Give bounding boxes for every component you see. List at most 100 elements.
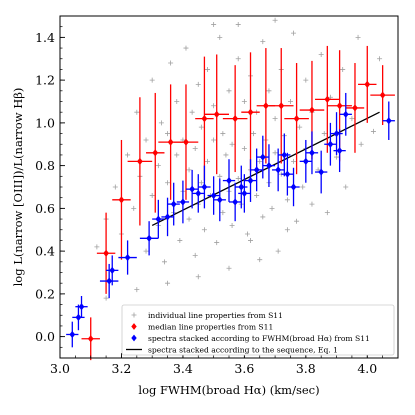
data-point-plus xyxy=(266,88,272,94)
data-point-plus xyxy=(321,131,327,137)
median-data-point xyxy=(268,48,294,164)
data-point-plus xyxy=(244,231,250,237)
stacked-data-point xyxy=(167,182,180,226)
data-point-plus xyxy=(226,265,232,271)
y-tick-label: 0.2 xyxy=(35,286,55,301)
data-point-plus xyxy=(272,116,278,122)
diamond-marker xyxy=(278,102,285,110)
data-point-plus xyxy=(358,141,364,147)
diamond-marker xyxy=(180,198,186,206)
stacked-data-point xyxy=(235,165,248,209)
data-point-plus xyxy=(186,167,192,173)
median-data-point xyxy=(370,65,395,126)
diamond-marker xyxy=(336,102,343,110)
data-point-plus xyxy=(174,99,180,104)
data-point-plus xyxy=(177,237,183,243)
diamond-marker xyxy=(201,183,208,191)
data-point-plus xyxy=(334,154,340,160)
diamond-marker xyxy=(247,108,254,116)
data-point-plus xyxy=(272,150,278,156)
y-tick-label: 1.4 xyxy=(35,30,55,45)
median-data-point xyxy=(358,45,377,123)
diamond-marker xyxy=(69,330,76,339)
median-data-point xyxy=(222,65,248,173)
data-point-plus xyxy=(195,274,201,280)
diamond-marker xyxy=(232,115,239,123)
diamond-marker xyxy=(195,189,202,198)
plus-marker-icon xyxy=(131,312,137,318)
data-point-plus xyxy=(229,141,235,147)
data-point-plus xyxy=(269,205,275,211)
diamond-marker xyxy=(103,249,109,257)
legend-diamond-marker xyxy=(131,334,137,342)
legend-item-median: median line properties from S11 xyxy=(131,323,273,332)
blue-diamond-marker-icon xyxy=(131,334,137,342)
data-point-plus xyxy=(254,193,260,199)
data-point-plus xyxy=(134,109,140,115)
data-point-plus xyxy=(220,210,226,216)
diamond-marker xyxy=(364,80,371,88)
stacked-data-point xyxy=(278,133,291,177)
data-point-plus xyxy=(251,131,257,137)
stacked-data-point xyxy=(139,221,159,256)
data-point-plus xyxy=(112,184,118,190)
diamond-marker xyxy=(309,149,315,157)
data-point-plus xyxy=(143,137,149,143)
stacked-data-point xyxy=(256,135,269,179)
y-tick-label: 0.6 xyxy=(35,201,55,216)
x-tick-label: 4.0 xyxy=(357,361,377,376)
data-point-plus xyxy=(149,193,155,199)
stacked-data-point xyxy=(192,174,205,213)
legend-diamond-marker xyxy=(131,323,137,330)
x-axis-label: log FWHM(broad Hα) (km/sec) xyxy=(138,383,319,397)
data-point-plus xyxy=(272,17,278,23)
data-point-plus xyxy=(211,137,217,143)
diamond-marker xyxy=(201,115,208,123)
stacked-data-point xyxy=(305,131,319,175)
individual-points-layer xyxy=(94,17,383,301)
diamond-marker xyxy=(155,215,162,223)
diamond-marker xyxy=(137,157,143,165)
diamond-marker xyxy=(75,313,82,321)
median-data-point xyxy=(112,139,131,260)
stacked-data-point xyxy=(339,92,352,136)
data-point-plus xyxy=(284,197,290,203)
data-point-plus xyxy=(300,184,306,190)
diamond-marker xyxy=(333,129,340,138)
x-tick-label: 3.0 xyxy=(50,361,70,376)
diamond-marker xyxy=(124,253,131,262)
diamond-marker xyxy=(302,157,309,165)
data-point-plus xyxy=(220,131,226,137)
data-point-plus xyxy=(291,30,297,36)
data-point-plus xyxy=(192,252,198,258)
diamond-marker xyxy=(379,91,386,99)
median-data-point xyxy=(173,84,199,200)
data-point-plus xyxy=(125,152,131,158)
data-point-plus xyxy=(201,227,207,233)
stacked-data-point xyxy=(324,122,337,166)
y-axis-label: log L(narrow [OIII])/L(narrow Hβ) xyxy=(11,88,25,287)
y-tick-label: 0.8 xyxy=(35,158,55,173)
sequence-fit-line xyxy=(151,111,380,227)
data-point-plus xyxy=(226,88,232,94)
stacked-data-point xyxy=(106,255,119,286)
diamond-marker xyxy=(327,140,334,148)
diamond-marker xyxy=(164,213,171,221)
data-point-plus xyxy=(131,205,137,211)
y-tick-label: 0.0 xyxy=(35,329,55,344)
diamond-marker xyxy=(226,176,232,185)
data-point-plus xyxy=(217,173,223,179)
stacked-data-point xyxy=(222,159,236,202)
median-data-point xyxy=(204,54,229,175)
data-point-plus xyxy=(294,218,300,224)
x-tick-label: 3.8 xyxy=(296,361,316,376)
diamond-marker xyxy=(232,198,239,206)
data-point-plus xyxy=(355,34,361,40)
data-point-plus xyxy=(291,158,297,164)
data-point-plus xyxy=(195,81,201,87)
stacked-data-point xyxy=(66,321,79,348)
legend-label: individual line properties from S11 xyxy=(148,311,283,320)
diamond-marker xyxy=(336,147,343,155)
stacked-data-point xyxy=(281,152,294,196)
stacked-data-point xyxy=(250,148,263,192)
